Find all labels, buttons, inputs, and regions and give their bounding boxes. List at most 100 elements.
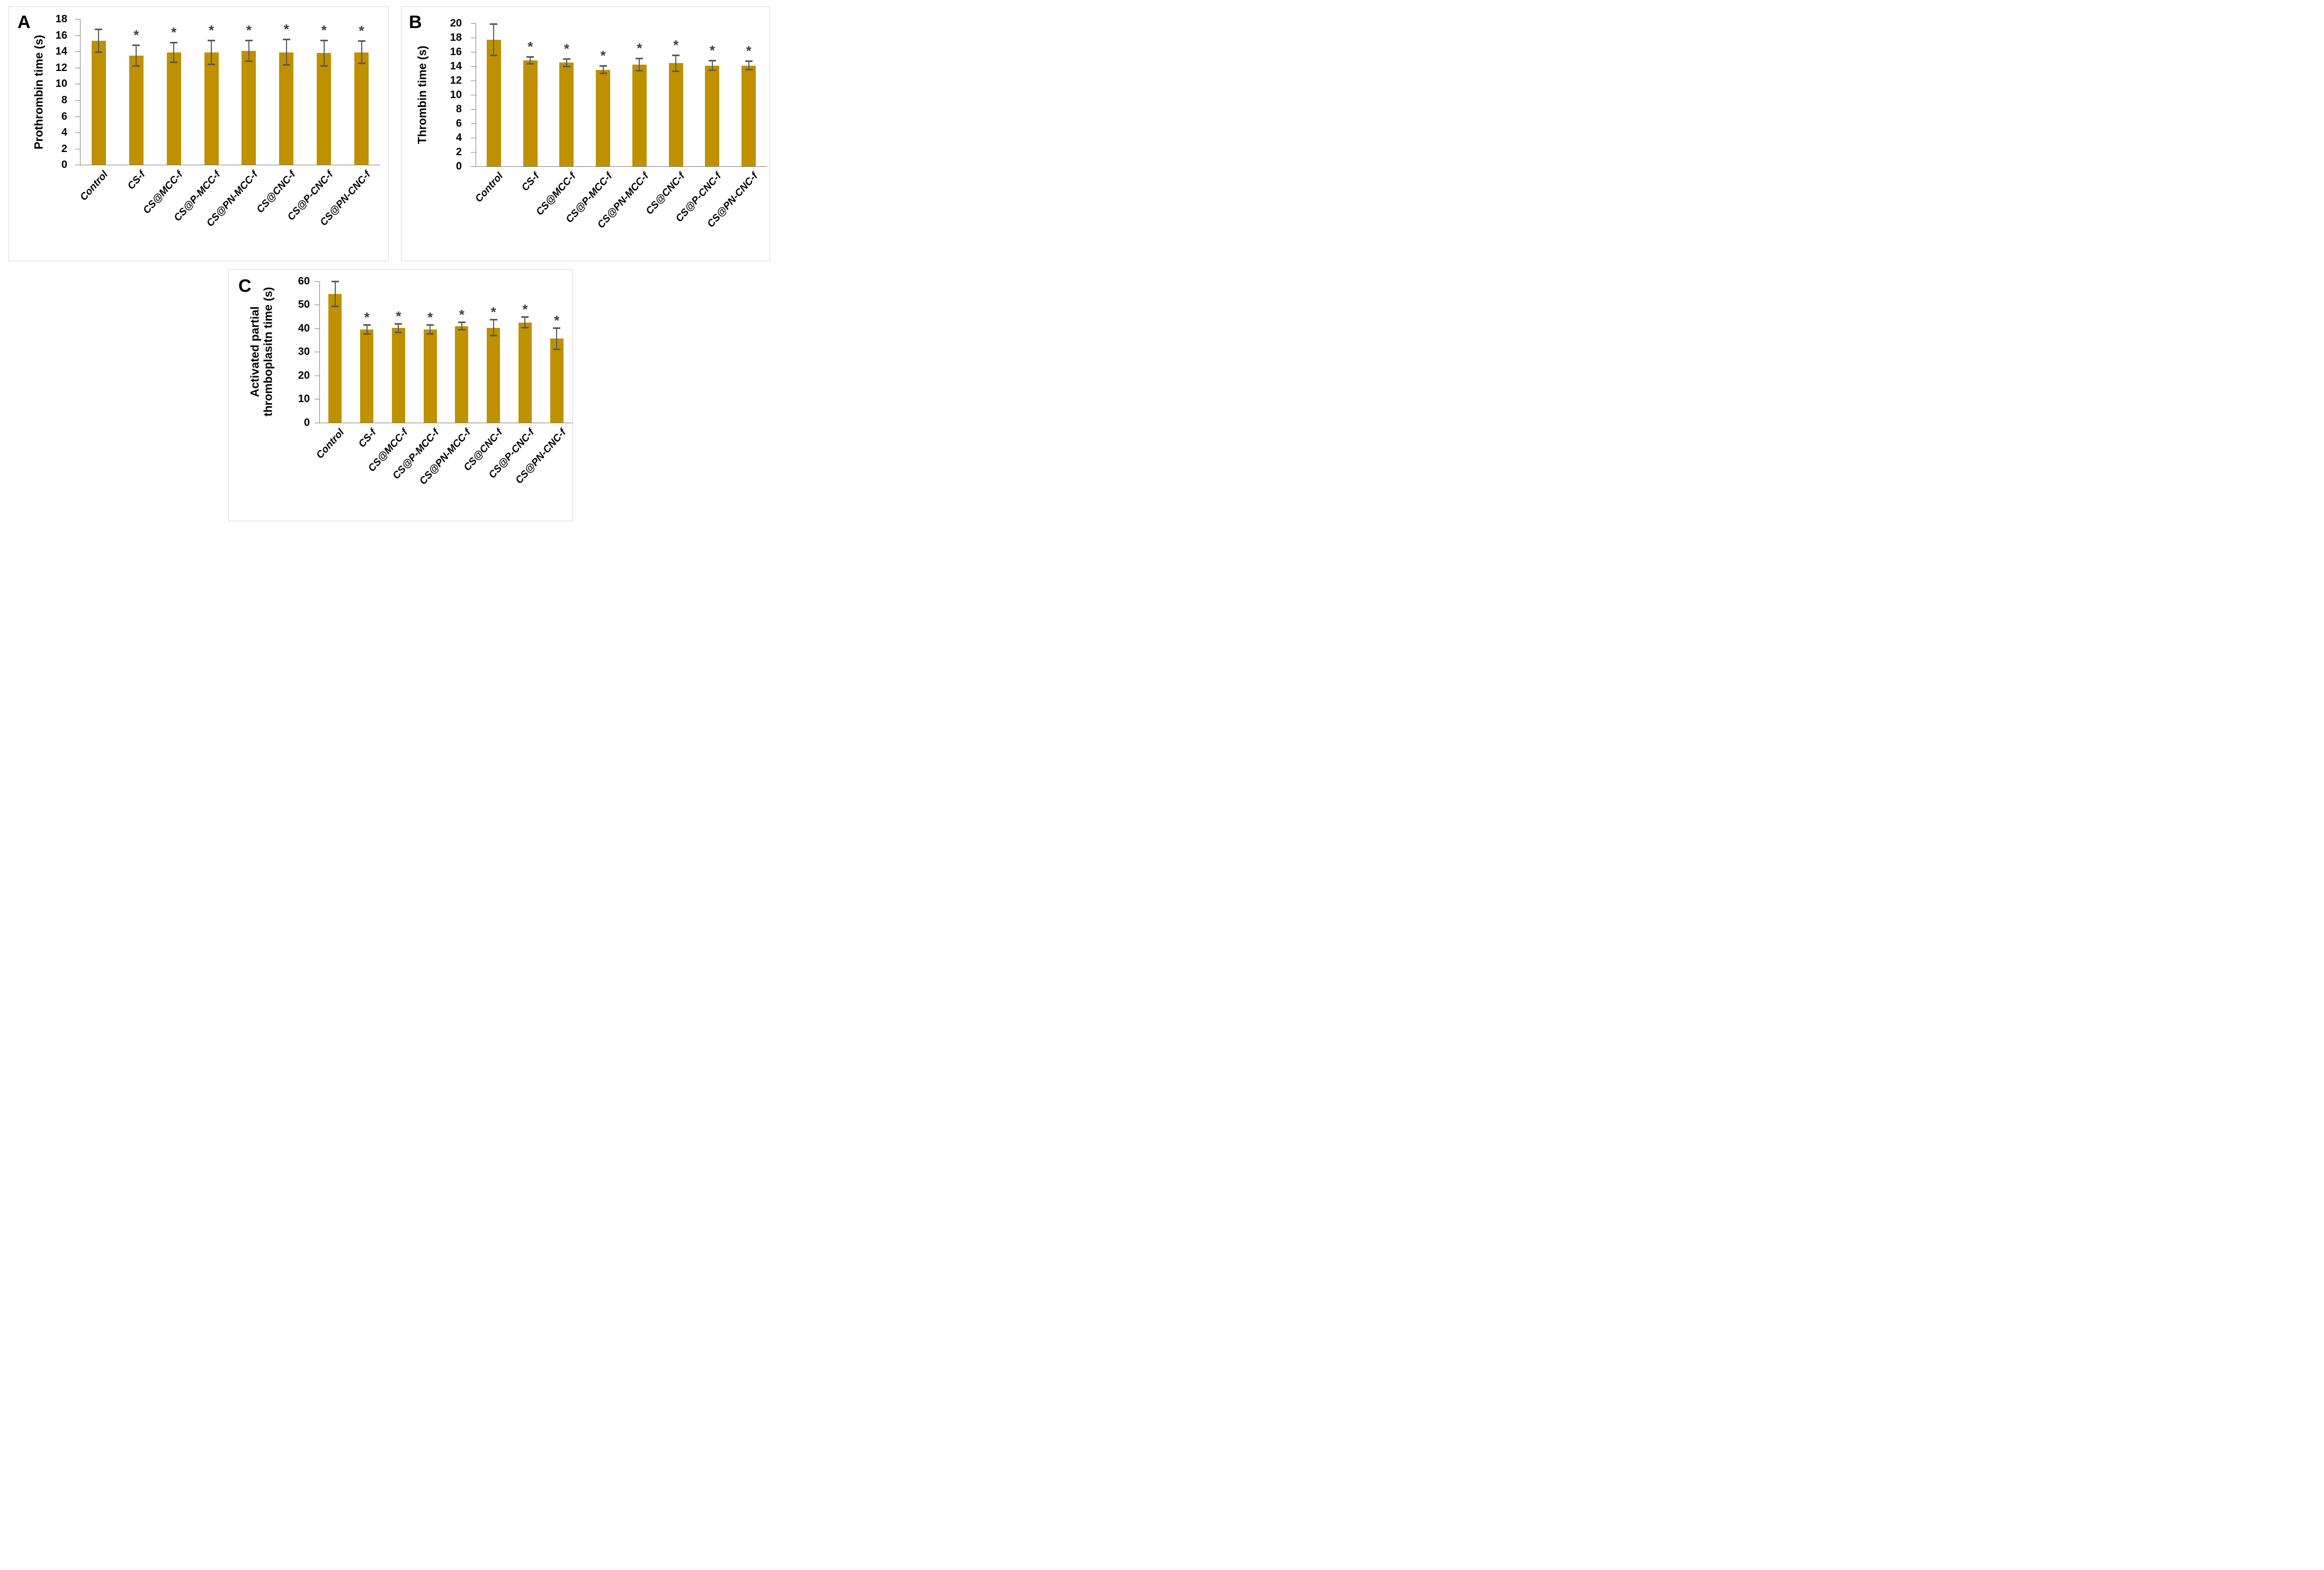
significance-asterisk: * bbox=[246, 22, 252, 38]
error-bar-cap-top bbox=[636, 57, 643, 59]
y-tick-label: 8 bbox=[455, 103, 462, 115]
error-bar-line bbox=[398, 324, 399, 333]
bar-CS@CNC-f bbox=[668, 63, 683, 167]
panel-b: B Thrombin time (s) 0 2 4 6 8 10 12 14 16 18 20 Con… bbox=[401, 6, 770, 261]
error-bar-cap-bottom bbox=[526, 63, 534, 65]
y-tick-label: 12 bbox=[450, 74, 462, 86]
y-axis-title-aptt: Activated partial thromboplasitn time (s) bbox=[248, 287, 274, 416]
error-bar-cap-bottom bbox=[245, 60, 253, 62]
error-bar-cap-bottom bbox=[458, 329, 466, 331]
error-bar-cap-bottom bbox=[282, 64, 290, 66]
x-axis-line bbox=[476, 166, 767, 167]
x-tick-label: CS-f bbox=[126, 169, 148, 192]
significance-asterisk: * bbox=[459, 307, 464, 323]
error-bar-line bbox=[675, 55, 677, 72]
error-bar-cap-bottom bbox=[672, 70, 680, 73]
y-tick-label: 20 bbox=[298, 369, 310, 381]
y-tick-label: 2 bbox=[455, 146, 462, 158]
error-bar-cap-top bbox=[521, 316, 529, 318]
error-bar-cap-bottom bbox=[489, 335, 497, 337]
error-bar-cap-top bbox=[395, 323, 403, 325]
y-tick-mark bbox=[471, 66, 476, 67]
error-bar-cap-bottom bbox=[562, 65, 570, 67]
y-tick-mark bbox=[75, 132, 80, 133]
significance-asterisk: * bbox=[283, 21, 289, 38]
y-axis-title-line: thromboplasitn time (s) bbox=[261, 287, 274, 417]
error-bar-cap-top bbox=[490, 23, 498, 25]
error-bar-cap-top bbox=[331, 280, 339, 282]
error-bar-cap-bottom bbox=[426, 333, 434, 335]
error-bar-line bbox=[98, 29, 100, 53]
error-bar-cap-bottom bbox=[553, 348, 561, 350]
bar-CS@PN-MCC-f bbox=[242, 50, 256, 165]
y-tick-label: 14 bbox=[55, 46, 67, 58]
significance-asterisk: * bbox=[359, 23, 364, 39]
error-bar-cap-top bbox=[245, 39, 253, 41]
error-bar-line bbox=[493, 24, 495, 56]
y-tick-label: 0 bbox=[61, 159, 67, 171]
error-bar-line bbox=[136, 44, 137, 66]
bar-Control bbox=[91, 41, 106, 165]
error-bar-cap-bottom bbox=[170, 61, 178, 63]
bar-CS@MCC-f bbox=[166, 52, 181, 165]
y-tick-label: 10 bbox=[450, 89, 462, 101]
y-tick-label: 4 bbox=[61, 127, 67, 139]
y-tick-label: 30 bbox=[298, 346, 310, 358]
bar-CS@CNC-f bbox=[279, 52, 294, 165]
significance-asterisk: * bbox=[209, 22, 214, 38]
y-axis-line bbox=[319, 281, 320, 423]
y-axis-title-line: Thrombin time (s) bbox=[415, 46, 429, 144]
y-tick-label: 40 bbox=[298, 322, 310, 334]
bar-CS@P-MCC-f bbox=[423, 329, 437, 423]
panel-c: C Activated partial thromboplasitn time (… bbox=[228, 269, 573, 521]
error-bar-cap-top bbox=[562, 58, 570, 60]
significance-asterisk: * bbox=[133, 26, 139, 43]
error-bar-cap-top bbox=[672, 54, 680, 56]
y-tick-label: 50 bbox=[298, 299, 310, 311]
y-tick-label: 20 bbox=[450, 17, 462, 29]
figure-canvas: { "figure": { "background": "#ffffff", "… bbox=[0, 0, 775, 523]
error-bar-line bbox=[566, 58, 567, 67]
significance-asterisk: * bbox=[554, 313, 560, 328]
y-tick-mark bbox=[471, 152, 476, 153]
significance-asterisk: * bbox=[522, 301, 528, 318]
error-bar-line bbox=[461, 322, 462, 331]
error-bar-line bbox=[430, 325, 431, 334]
error-bar-cap-top bbox=[170, 41, 178, 43]
y-tick-label: 6 bbox=[61, 110, 67, 122]
error-bar-line bbox=[711, 60, 713, 70]
error-bar-cap-top bbox=[320, 39, 328, 41]
bar-CS@P-MCC-f bbox=[596, 69, 611, 167]
error-bar-cap-top bbox=[489, 319, 497, 320]
error-bar-cap-top bbox=[458, 322, 466, 324]
y-tick-label: 4 bbox=[455, 132, 462, 144]
error-bar-cap-bottom bbox=[490, 54, 498, 56]
bar-CS@P-CNC-f bbox=[518, 322, 532, 423]
x-tick-label: CS-f bbox=[519, 171, 542, 194]
panel-a: A Prothrombin time (s) 0 2 4 6 8 10 12 14 16 18 Co… bbox=[8, 6, 389, 261]
error-bar-cap-bottom bbox=[208, 63, 216, 65]
y-tick-label: 0 bbox=[455, 160, 462, 173]
y-tick-label: 2 bbox=[61, 142, 67, 155]
significance-asterisk: * bbox=[637, 40, 642, 56]
y-tick-label: 14 bbox=[450, 60, 462, 72]
error-bar-line bbox=[602, 66, 604, 74]
x-tick-label: Control bbox=[78, 169, 111, 203]
y-axis-title-line: Activated partial bbox=[248, 306, 262, 397]
error-bar-line bbox=[530, 57, 531, 64]
y-axis-title-prothrombin: Prothrombin time (s) bbox=[32, 35, 46, 149]
y-tick-label: 8 bbox=[61, 94, 67, 106]
error-bar-cap-top bbox=[132, 44, 140, 46]
error-bar-cap-top bbox=[357, 40, 365, 42]
error-bar-cap-top bbox=[526, 56, 534, 58]
y-tick-label: 18 bbox=[450, 31, 462, 43]
error-bar-cap-top bbox=[599, 65, 607, 67]
error-bar-cap-top bbox=[208, 39, 216, 41]
significance-asterisk: * bbox=[564, 40, 569, 57]
error-bar-cap-bottom bbox=[132, 65, 140, 67]
y-tick-mark bbox=[75, 51, 80, 52]
error-bar-line bbox=[248, 40, 249, 61]
error-bar-line bbox=[334, 281, 336, 307]
x-tick-label: Control bbox=[473, 171, 505, 205]
y-tick-label: 0 bbox=[303, 416, 310, 429]
